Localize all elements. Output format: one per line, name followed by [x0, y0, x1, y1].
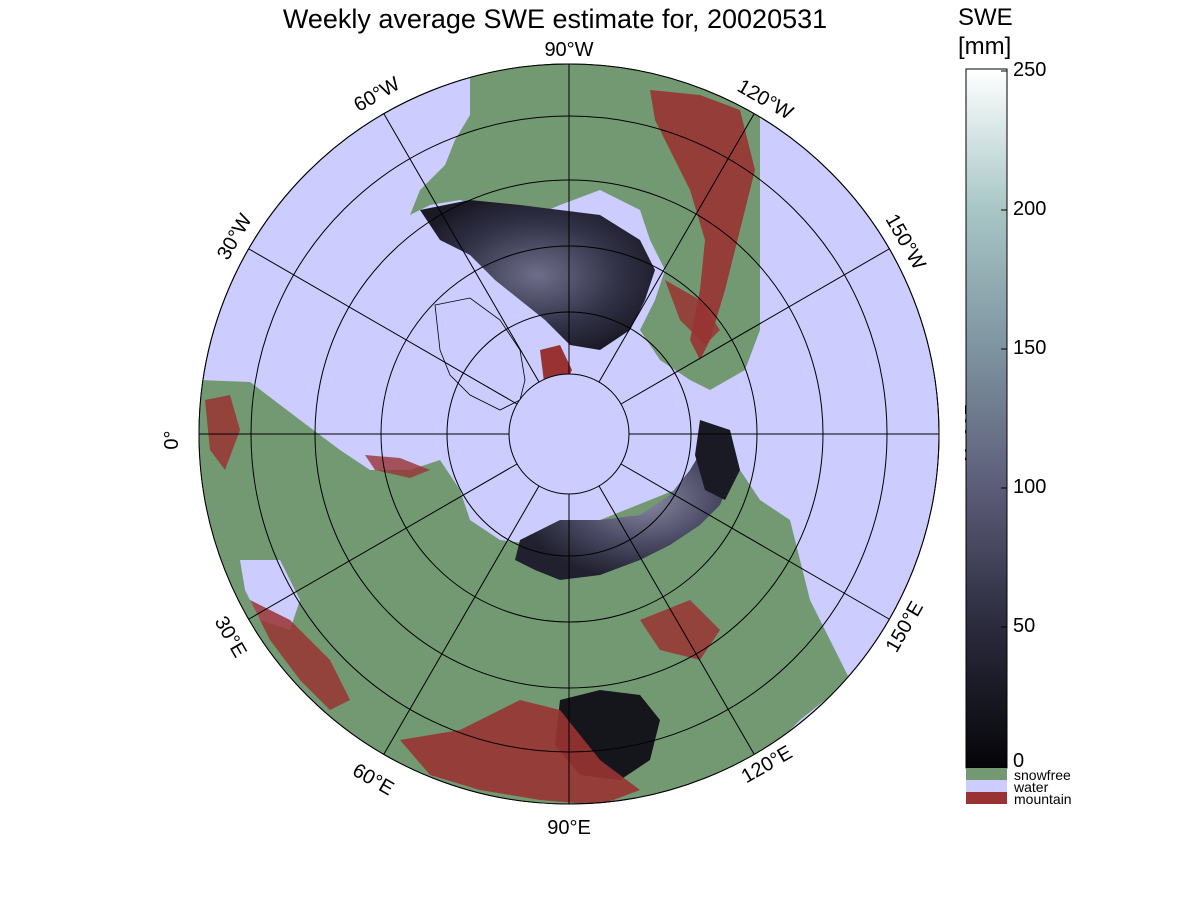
- colorbar-tick-150: 150: [1013, 337, 1047, 359]
- ural: [365, 455, 430, 478]
- meridians: [199, 64, 939, 804]
- colorbar: [965, 68, 1008, 769]
- legend-label-mountain: mountain: [1014, 791, 1072, 807]
- colorbar-tick-50: 50: [1013, 615, 1036, 637]
- colorbar-title-line2: [mm]: [958, 33, 1012, 60]
- label-0: 0°: [161, 430, 183, 449]
- colorbar-title-line1: SWE: [958, 4, 1013, 31]
- meridian-120w: [598, 113, 755, 383]
- meridian-60e: [383, 485, 540, 755]
- landmasses: [199, 64, 850, 804]
- map-title: Weekly average SWE estimate for, 2002053…: [282, 4, 828, 34]
- meridian-30e: [248, 463, 518, 620]
- alps-caucasus: [250, 600, 350, 710]
- legend-swatch-snowfree: [966, 768, 1007, 780]
- alaska-range: [665, 280, 720, 345]
- map-frame: [198, 63, 940, 805]
- arctic-ocean-core: [509, 374, 629, 494]
- colorbar-tick-0: 0: [1013, 750, 1025, 772]
- label-90w: 90°W: [544, 39, 593, 61]
- meridian-150e: [620, 463, 890, 620]
- legend-swatch-water: [966, 780, 1007, 792]
- meridian-120e: [598, 485, 755, 755]
- scandes: [205, 395, 240, 470]
- label-90e: 90°E: [547, 817, 591, 839]
- meridian-150w: [620, 248, 890, 405]
- himalaya: [400, 700, 640, 804]
- colorbar-tick-250: 250: [1013, 59, 1047, 81]
- snow-canada-north: [420, 200, 655, 350]
- colorbar-title: SWE [mm]: [958, 3, 1013, 61]
- legend-swatch-mountain: [966, 792, 1007, 804]
- legend-label-water: water: [1014, 779, 1049, 795]
- label-60e: 60°E: [349, 759, 398, 800]
- colorbar-tick-200: 200: [1013, 198, 1047, 220]
- snow-east-siberia: [695, 420, 740, 500]
- colorbar-tick-100: 100: [1013, 476, 1047, 498]
- label-30e: 30°E: [210, 613, 251, 662]
- meridian-30w: [248, 248, 518, 405]
- meridian-60w: [383, 113, 540, 383]
- colorbar-ticks: [1001, 70, 1007, 767]
- legend-label-snowfree: snowfree: [1014, 767, 1071, 783]
- east-asia-mtns: [640, 600, 720, 660]
